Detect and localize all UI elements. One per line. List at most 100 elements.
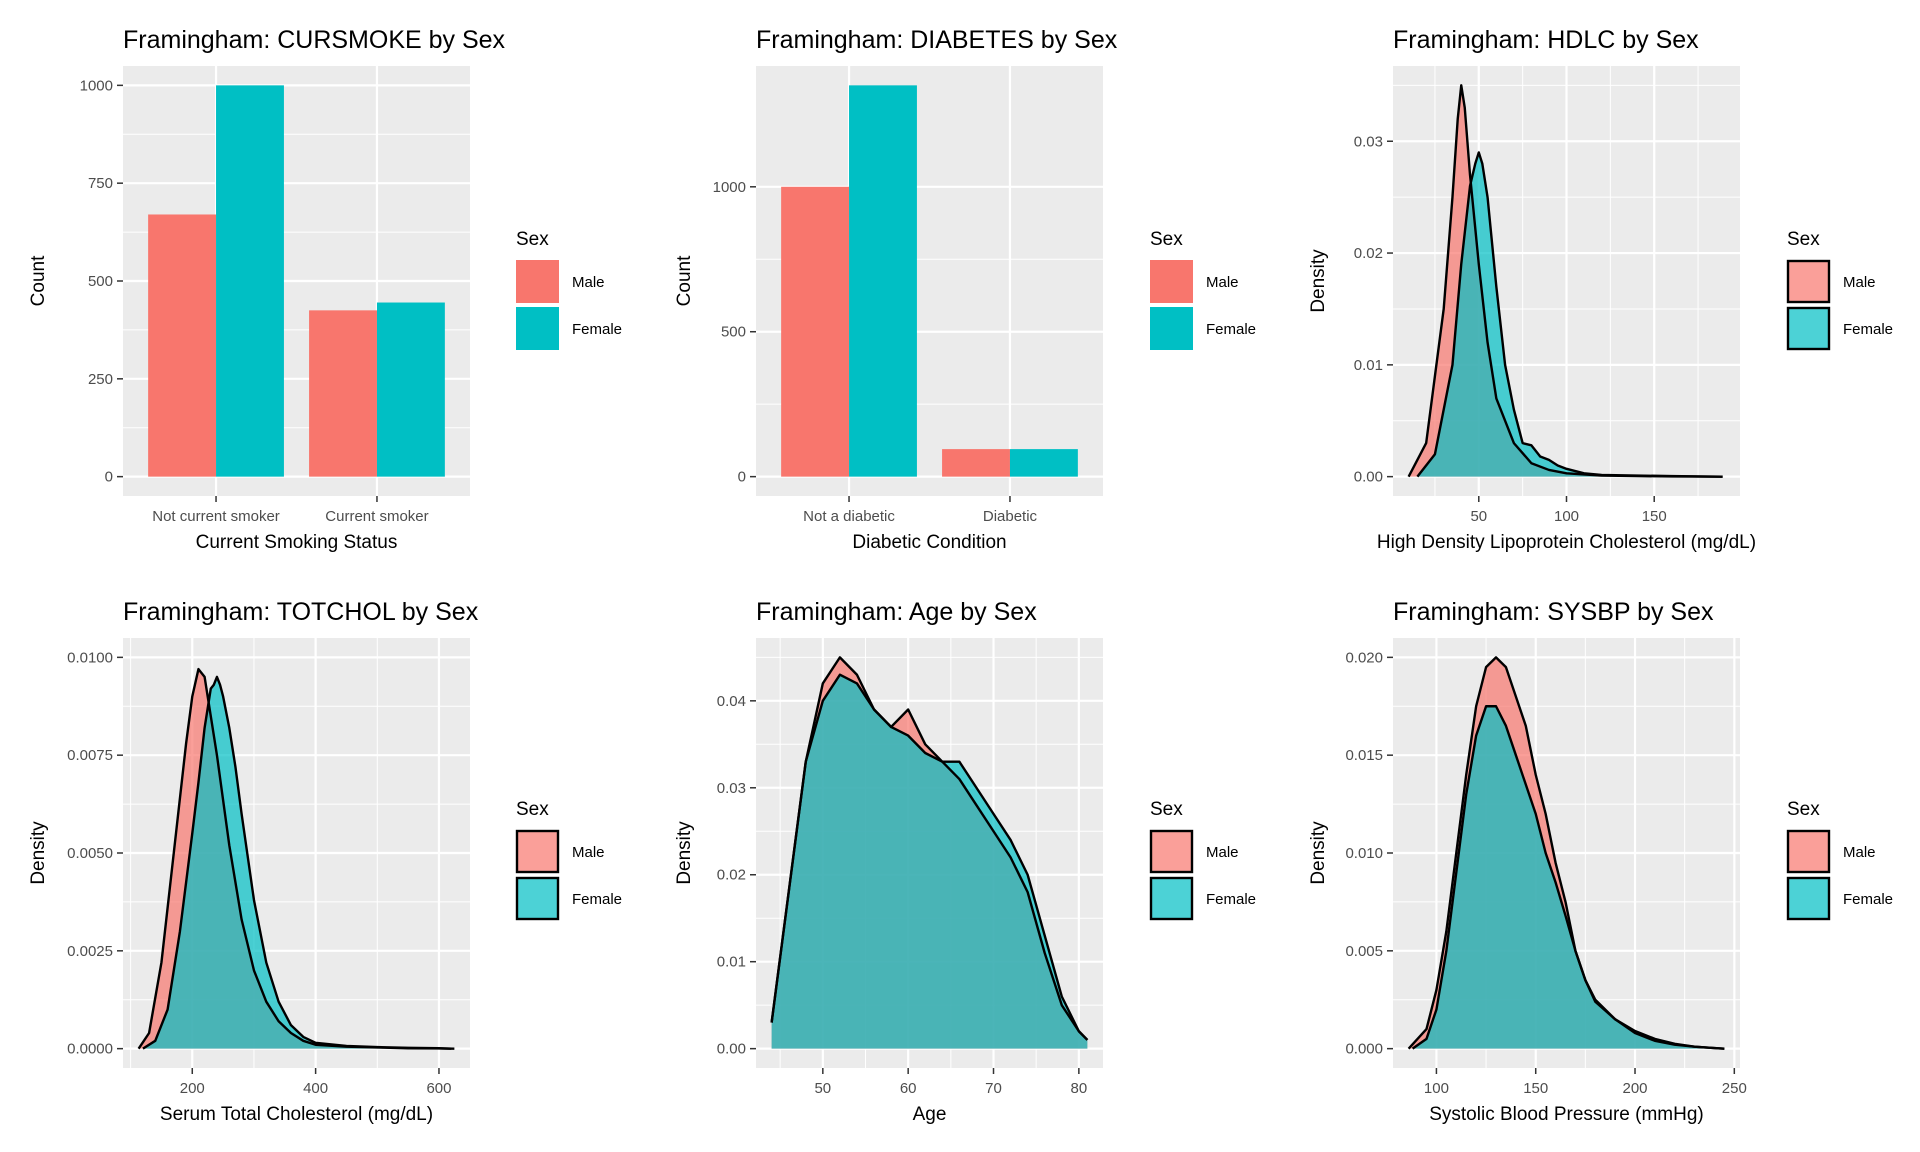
y-tick-label: 0.0000 [67, 1041, 113, 1058]
density-line-male [770, 656, 1089, 1041]
legend-label-female: Female [572, 891, 622, 908]
y-tick-label: 0.0025 [67, 943, 113, 960]
x-axis-label: Systolic Blood Pressure (mmHg) [1429, 1104, 1704, 1125]
x-tick-label: 60 [900, 1080, 917, 1097]
legend-key-male [1786, 829, 1831, 874]
x-axis-label: Serum Total Cholesterol (mg/dL) [160, 1104, 433, 1125]
y-axis-label: Density [28, 821, 49, 885]
chart-title: Framingham: CURSMOKE by Sex [123, 26, 506, 54]
y-tick-label: 500 [721, 324, 746, 341]
legend-key-female [1786, 306, 1831, 351]
x-tick-label: 50 [814, 1080, 831, 1097]
chart-title: Framingham: TOTCHOL by Sex [123, 598, 479, 626]
legend-title: Sex [1787, 799, 1820, 820]
legend: Sex Male Female [1786, 229, 1893, 351]
x-tick-label: 150 [1523, 1080, 1548, 1097]
bar-female [216, 85, 284, 477]
legend-title: Sex [516, 799, 549, 820]
chart-title: Framingham: HDLC by Sex [1393, 26, 1699, 54]
y-tick-label: 0.02 [717, 867, 746, 884]
x-tick-label: Not a diabetic [803, 508, 895, 525]
legend-key-male [1786, 259, 1831, 304]
legend-key-female [1150, 307, 1193, 350]
legend-key-female [1786, 876, 1831, 921]
legend-key-female [515, 876, 560, 921]
x-tick-label: 200 [180, 1080, 205, 1097]
y-tick-label: 0.0075 [67, 747, 113, 764]
legend-label-male: Male [1843, 844, 1876, 861]
x-tick-label: 600 [426, 1080, 451, 1097]
density-line-female [1411, 705, 1725, 1050]
x-tick-label: Diabetic [983, 508, 1038, 525]
x-axis-label: High Density Lipoprotein Cholesterol (mg… [1377, 532, 1756, 553]
bar-male [148, 214, 217, 477]
chart-title: Framingham: SYSBP by Sex [1393, 598, 1714, 626]
y-tick-label: 0.010 [1345, 845, 1383, 862]
y-tick-label: 0.005 [1345, 943, 1383, 960]
chart-3: Framingham: HDLC by Sex 0.00 0.01 0.02 0.03 5… [1308, 26, 1893, 553]
y-tick-label: 0.020 [1345, 649, 1383, 666]
legend-title: Sex [516, 229, 549, 250]
density-area-female [771, 674, 1088, 1049]
legend: Sex Male Female [1149, 799, 1256, 921]
legend-title: Sex [1787, 229, 1820, 250]
legend-label-female: Female [1843, 321, 1893, 338]
chart-5: Framingham: Age by Sex 0.00 0.01 0.02 0.03 0.… [674, 598, 1256, 1125]
chart-title: Framingham: DIABETES by Sex [756, 26, 1118, 54]
x-tick-label: 50 [1470, 508, 1487, 525]
legend: Sex Male Female [516, 229, 622, 350]
y-tick-label: 0.000 [1345, 1041, 1383, 1058]
chart-1: Framingham: CURSMOKE by Sex 0 250 500 750 100… [28, 26, 622, 553]
y-tick-label: 0.0100 [67, 649, 113, 666]
y-axis-label: Density [674, 821, 695, 885]
legend-title: Sex [1150, 799, 1183, 820]
legend-label-male: Male [572, 844, 605, 861]
legend: Sex Male Female [1150, 229, 1256, 350]
y-tick-label: 0.02 [1354, 245, 1383, 262]
x-tick-label: 70 [985, 1080, 1002, 1097]
legend-title: Sex [1150, 229, 1183, 250]
y-tick-label: 750 [88, 175, 113, 192]
x-tick-label: Not current smoker [152, 508, 280, 525]
y-axis-label: Count [28, 255, 49, 306]
x-tick-label: 250 [1722, 1080, 1747, 1097]
y-tick-label: 0.0050 [67, 845, 113, 862]
chart-4: Framingham: TOTCHOL by Sex 0.0000 0.0025 0.… [28, 598, 622, 1125]
bar-male [942, 449, 1010, 477]
legend: Sex Male Female [1786, 799, 1893, 921]
legend-key-male [516, 260, 559, 303]
legend-label-female: Female [572, 321, 622, 338]
legend-key-male [1150, 260, 1193, 303]
y-tick-label: 0 [105, 469, 113, 486]
y-axis-label: Density [1308, 249, 1329, 313]
x-tick-label: 80 [1071, 1080, 1088, 1097]
chart-title: Framingham: Age by Sex [756, 598, 1037, 626]
legend-label-male: Male [1206, 274, 1239, 291]
x-axis-label: Diabetic Condition [852, 532, 1006, 553]
legend-label-male: Male [572, 274, 605, 291]
y-tick-label: 0.03 [1354, 133, 1383, 150]
x-tick-label: 200 [1623, 1080, 1648, 1097]
chart-2: Framingham: DIABETES by Sex 0 500 1000 Not a… [674, 26, 1256, 553]
y-tick-label: 0 [738, 469, 746, 486]
legend-label-female: Female [1206, 321, 1256, 338]
y-tick-label: 0.00 [1354, 469, 1383, 486]
legend-label-male: Male [1206, 844, 1239, 861]
density-line-female [1416, 151, 1723, 478]
x-tick-label: 400 [303, 1080, 328, 1097]
x-tick-label: Current smoker [325, 508, 428, 525]
y-axis-label: Density [1308, 821, 1329, 885]
y-tick-label: 1000 [713, 179, 746, 196]
y-tick-label: 0.015 [1345, 747, 1383, 764]
y-tick-label: 0.00 [717, 1041, 746, 1058]
density-area-female [1417, 152, 1723, 477]
legend-key-male [515, 829, 560, 874]
x-axis-label: Current Smoking Status [196, 532, 398, 553]
legend-key-male [1149, 829, 1194, 874]
density-line-female [770, 673, 1089, 1041]
legend-key-female [1149, 876, 1194, 921]
legend-label-female: Female [1843, 891, 1893, 908]
x-axis-label: Age [913, 1104, 947, 1125]
legend-key-female [516, 307, 559, 350]
